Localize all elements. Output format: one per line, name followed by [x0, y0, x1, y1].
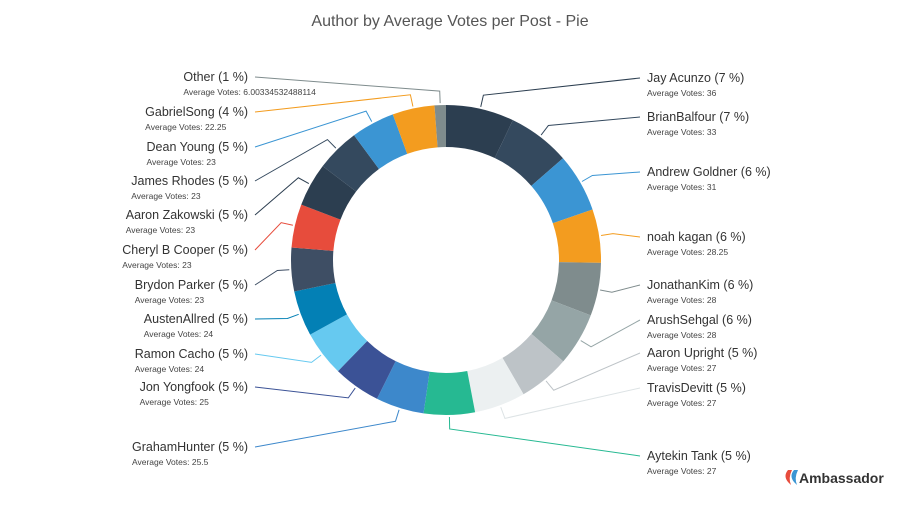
leader-line — [254, 269, 290, 286]
leader-line — [254, 138, 337, 182]
slice-label: Andrew Goldner (6 %) — [647, 165, 771, 179]
slice-label: Jay Acunzo (7 %) — [647, 71, 744, 85]
leader-line — [254, 222, 293, 251]
slice-value-label: Average Votes: 27 — [647, 398, 717, 408]
slice-value-label: Average Votes: 28 — [647, 330, 717, 340]
slice-value-label: Average Votes: 23 — [131, 191, 201, 201]
slice-label: GabrielSong (4 %) — [145, 105, 248, 119]
slice-ramon-cacho[interactable] — [310, 314, 368, 372]
brand-name: Ambassador — [799, 470, 884, 486]
leader-line — [545, 352, 641, 391]
leader-line — [254, 177, 310, 216]
slice-value-label: Average Votes: 24 — [144, 329, 214, 339]
slice-jonathankim[interactable] — [551, 262, 601, 316]
slice-label: AustenAllred (5 %) — [144, 312, 248, 326]
slice-grahamhunter[interactable] — [376, 361, 430, 414]
chart-title: Author by Average Votes per Post - Pie — [311, 13, 588, 30]
logo-mark-blue — [791, 470, 798, 485]
slice-label: Other (1 %) — [183, 70, 248, 84]
slice-travisdevitt[interactable] — [467, 357, 524, 413]
slice-other[interactable] — [434, 105, 446, 148]
leader-line — [480, 77, 641, 108]
labels: Jay Acunzo (7 %) Average Votes: 36 BrianBa… — [122, 70, 770, 476]
slice-label: James Rhodes (5 %) — [131, 174, 248, 188]
slice-value-label: Average Votes: 27 — [647, 466, 717, 476]
slice-value-label: Average Votes: 27 — [647, 363, 717, 373]
slice-brydon-parker[interactable] — [290, 247, 336, 292]
slice-value-label: Average Votes: 33 — [647, 127, 717, 137]
slice-value-label: Average Votes: 31 — [647, 182, 717, 192]
leader-line — [254, 76, 441, 104]
leader-line — [581, 171, 641, 182]
leader-line — [580, 319, 641, 348]
slice-james-rhodes[interactable] — [322, 135, 379, 192]
leader-line — [254, 353, 322, 363]
leader-line — [254, 313, 299, 320]
slice-arushsehgal[interactable] — [531, 300, 591, 362]
slice-value-label: Average Votes: 23 — [122, 260, 192, 270]
slice-label: Aaron Zakowski (5 %) — [126, 208, 248, 222]
leader-line — [254, 94, 414, 113]
leader-line — [448, 416, 641, 457]
slice-cheryl-b-cooper[interactable] — [291, 204, 341, 251]
slice-value-label: Average Votes: 23 — [135, 295, 205, 305]
slice-value-label: Average Votes: 23 — [147, 157, 217, 167]
slice-dean-young[interactable] — [354, 114, 408, 170]
slice-label: Cheryl B Cooper (5 %) — [122, 243, 248, 257]
slice-label: Ramon Cacho (5 %) — [135, 347, 248, 361]
slice-value-label: Average Votes: 28.25 — [647, 247, 728, 257]
logo-mark-red — [785, 470, 792, 485]
slice-label: noah kagan (6 %) — [647, 230, 746, 244]
slice-value-label: Average Votes: 36 — [647, 88, 717, 98]
slice-label: JonathanKim (6 %) — [647, 278, 753, 292]
slice-value-label: Average Votes: 24 — [135, 364, 205, 374]
slice-gabrielsong[interactable] — [392, 105, 438, 154]
slice-label: Aytekin Tank (5 %) — [647, 449, 751, 463]
leader-line — [500, 387, 641, 419]
slice-austenallred[interactable] — [294, 282, 347, 335]
slice-value-label: Average Votes: 6.00334532488114 — [183, 87, 316, 97]
leader-line — [601, 233, 641, 238]
slice-noah-kagan[interactable] — [552, 209, 601, 263]
leader-lines — [254, 76, 641, 457]
slice-value-label: Average Votes: 22.25 — [145, 122, 226, 132]
slice-label: Dean Young (5 %) — [147, 140, 248, 154]
leader-line — [254, 409, 400, 448]
leader-line — [600, 284, 641, 293]
slice-value-label: Average Votes: 28 — [647, 295, 717, 305]
slice-andrew-goldner[interactable] — [531, 158, 593, 224]
slice-label: ArushSehgal (6 %) — [647, 313, 752, 327]
slice-jay-acunzo[interactable] — [446, 105, 513, 159]
slice-aytekin-tank[interactable] — [423, 370, 476, 415]
slice-value-label: Average Votes: 23 — [126, 225, 196, 235]
slices — [290, 105, 601, 415]
slice-label: Brydon Parker (5 %) — [135, 278, 248, 292]
slice-label: GrahamHunter (5 %) — [132, 440, 248, 454]
leader-line — [254, 110, 373, 148]
slice-label: BrianBalfour (7 %) — [647, 110, 749, 124]
brand-logo: Ambassador — [785, 470, 884, 486]
slice-value-label: Average Votes: 25 — [140, 397, 210, 407]
slice-label: TravisDevitt (5 %) — [647, 381, 746, 395]
leader-line — [254, 386, 356, 399]
leader-line — [540, 116, 641, 136]
slice-label: Aaron Upright (5 %) — [647, 346, 757, 360]
slice-jon-yongfook[interactable] — [337, 341, 396, 399]
slice-brianbalfour[interactable] — [494, 120, 563, 186]
slice-aaron-zakowski[interactable] — [301, 166, 357, 220]
slice-value-label: Average Votes: 25.5 — [132, 457, 209, 467]
slice-label: Jon Yongfook (5 %) — [140, 380, 248, 394]
slice-aaron-upright[interactable] — [502, 333, 564, 395]
